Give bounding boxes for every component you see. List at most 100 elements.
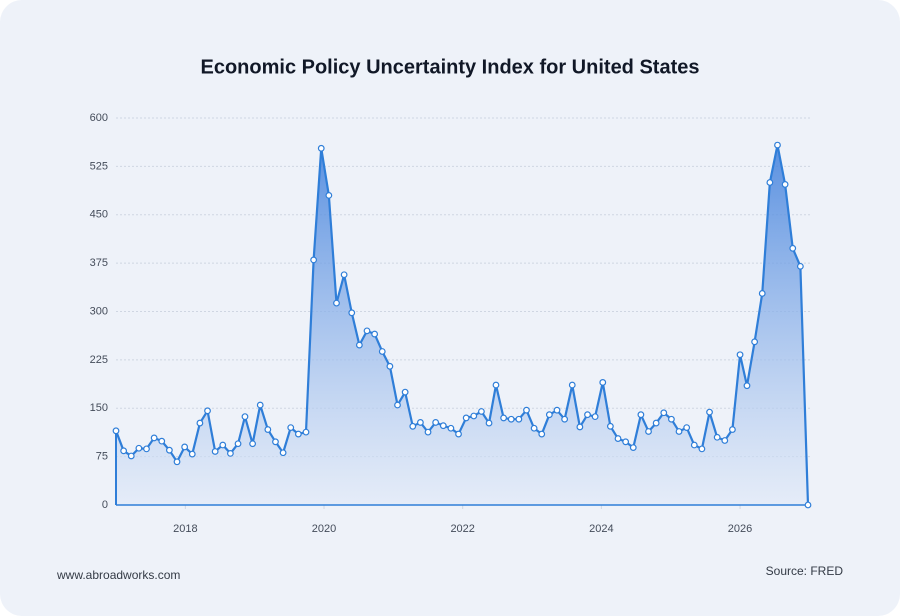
point <box>629 444 637 451</box>
point <box>455 430 462 438</box>
source: Source: FRED <box>766 564 844 578</box>
point <box>196 419 204 427</box>
point <box>660 409 668 417</box>
point <box>462 414 470 422</box>
point <box>120 447 128 455</box>
point <box>713 433 721 441</box>
point <box>774 141 781 149</box>
point <box>279 449 287 457</box>
x-tick-label: 2020 <box>312 523 336 535</box>
point <box>729 426 736 433</box>
point <box>576 423 584 431</box>
point <box>409 422 417 430</box>
point <box>683 424 691 432</box>
point <box>416 419 424 426</box>
point <box>150 434 158 442</box>
point <box>439 422 447 430</box>
point <box>204 407 211 415</box>
point <box>432 419 440 426</box>
point <box>333 299 340 307</box>
y-tick-label: 300 <box>90 305 108 317</box>
point <box>287 424 295 432</box>
point <box>758 290 766 297</box>
website: www.abroadworks.com <box>56 568 180 582</box>
point <box>317 144 325 152</box>
point <box>219 441 227 449</box>
point <box>500 414 508 422</box>
point <box>340 271 348 279</box>
point <box>591 413 599 421</box>
point <box>614 435 622 442</box>
point <box>507 415 515 423</box>
point <box>325 191 333 199</box>
point <box>645 428 652 435</box>
point <box>743 382 751 390</box>
point <box>796 262 804 270</box>
y-tick-label: 150 <box>90 402 108 414</box>
point <box>272 438 279 446</box>
point <box>538 430 546 438</box>
point <box>310 256 318 264</box>
point <box>256 401 264 409</box>
point <box>470 412 478 420</box>
point <box>568 381 576 389</box>
point <box>227 450 234 457</box>
x-tick-label: 2026 <box>728 523 752 535</box>
point <box>447 424 455 432</box>
point <box>530 424 538 432</box>
point <box>424 428 432 436</box>
point <box>378 348 386 355</box>
point <box>249 440 256 448</box>
y-tick-label: 375 <box>90 257 108 269</box>
x-tick-label: 2018 <box>173 523 197 535</box>
point <box>766 179 774 186</box>
point <box>698 445 706 453</box>
point <box>561 415 569 423</box>
x-tick-label: 2022 <box>450 523 474 535</box>
point <box>188 450 196 458</box>
point <box>158 437 166 445</box>
point <box>637 411 645 419</box>
point <box>264 426 272 433</box>
point <box>668 415 675 423</box>
y-tick-label: 225 <box>90 354 108 366</box>
point <box>553 406 561 414</box>
point <box>348 309 356 317</box>
x-tick-label: 2024 <box>589 523 613 535</box>
point <box>751 338 759 346</box>
chart-title: Economic Policy Uncertainty Index for Un… <box>200 56 699 78</box>
point <box>721 437 729 444</box>
point <box>523 406 530 414</box>
point <box>173 458 181 466</box>
point <box>736 351 744 359</box>
point <box>781 181 789 188</box>
point <box>515 415 523 423</box>
point <box>599 379 607 386</box>
point <box>492 381 500 389</box>
point <box>690 441 698 449</box>
point <box>363 327 371 335</box>
point <box>478 408 485 415</box>
point <box>394 401 401 409</box>
point <box>211 448 219 455</box>
y-tick-label: 600 <box>90 112 108 124</box>
point <box>241 413 249 421</box>
point <box>545 411 553 419</box>
point <box>302 428 310 436</box>
point <box>355 341 363 349</box>
point <box>135 444 143 452</box>
point <box>622 438 630 446</box>
point <box>181 443 189 451</box>
point <box>165 446 173 454</box>
y-tick-label: 525 <box>90 160 108 172</box>
point <box>675 428 683 435</box>
point <box>606 422 614 430</box>
point <box>485 419 493 427</box>
point <box>706 408 713 416</box>
point <box>234 440 242 448</box>
point <box>584 411 591 419</box>
y-tick-label: 450 <box>90 209 108 221</box>
point <box>386 362 394 370</box>
